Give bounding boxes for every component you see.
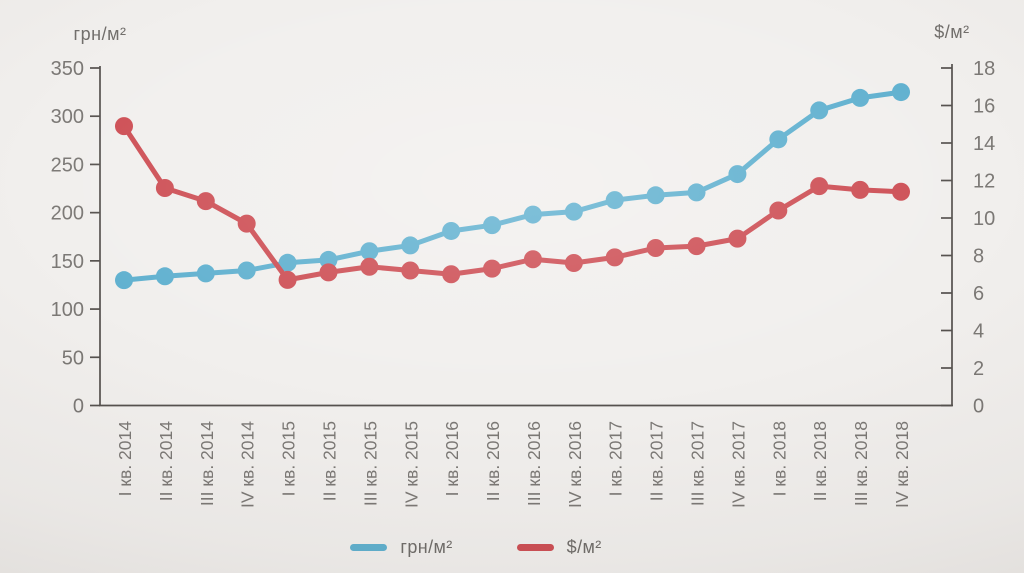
y-axis-right-tick-label: 18 (973, 58, 995, 80)
x-axis-label: IV кв. 2016 (565, 421, 585, 508)
x-axis-label: III кв. 2018 (851, 421, 871, 506)
data-point-0-13 (646, 186, 665, 205)
x-axis-label: I кв. 2016 (442, 421, 462, 496)
data-point-1-18 (851, 180, 870, 199)
x-axis-label: III кв. 2015 (360, 421, 380, 506)
data-point-0-17 (810, 101, 829, 120)
x-axis-label: I кв. 2014 (115, 421, 135, 497)
data-point-1-4 (278, 270, 297, 289)
y-axis-right-tick-label: 16 (973, 96, 995, 118)
legend-item-grn: грн/м² (350, 537, 452, 558)
data-point-1-12 (605, 248, 624, 267)
data-point-1-1 (155, 179, 174, 197)
data-point-1-7 (401, 261, 420, 280)
legend-label-usd: $/м² (566, 536, 602, 557)
data-point-0-5 (319, 250, 338, 269)
data-point-0-18 (851, 88, 870, 107)
data-point-0-16 (769, 130, 788, 149)
x-axis-label: III кв. 2017 (688, 421, 708, 506)
x-axis-label: III кв. 2016 (524, 421, 544, 506)
y-axis-left-tick-label: 300 (51, 106, 84, 128)
x-axis-label: II кв. 2015 (319, 421, 339, 501)
data-point-1-11 (564, 254, 583, 272)
x-axis-label: II кв. 2016 (483, 421, 503, 501)
y-axis-left-tick-label: 50 (62, 347, 84, 369)
data-point-1-10 (523, 250, 542, 269)
data-point-1-17 (810, 177, 829, 196)
legend-label-grn: грн/м² (400, 536, 453, 557)
x-axis-label: IV кв. 2017 (728, 421, 748, 508)
data-point-1-14 (687, 237, 706, 256)
x-axis-label: II кв. 2017 (647, 421, 667, 501)
y-axis-left-tick-label: 250 (51, 154, 84, 176)
series-line-1 (121, 123, 904, 283)
data-point-1-15 (728, 229, 747, 248)
legend-swatch-grn (350, 543, 388, 551)
data-point-1-13 (646, 239, 665, 257)
data-point-0-15 (728, 165, 747, 184)
data-point-1-19 (892, 182, 910, 201)
chart-canvas: 0 50 100 150 200 250 300 350 0 2 4 6 8 10 12 14 16 18 I кв… (51, 58, 996, 508)
data-point-1-8 (442, 265, 461, 284)
data-point-0-6 (360, 242, 379, 261)
data-point-0-4 (278, 253, 297, 272)
right-axis-title: $/м² (934, 22, 969, 42)
x-axis-label: I кв. 2015 (279, 421, 299, 496)
y-axis-right-tick-label: 2 (973, 358, 984, 380)
y-axis-right-tick-label: 4 (973, 321, 984, 343)
y-axis-right-tick-label: 10 (973, 208, 995, 230)
data-point-1-2 (196, 192, 215, 211)
y-axis-right-tick-label: 8 (973, 246, 984, 268)
left-axis-title: грн/м² (74, 24, 127, 44)
y-axis-left-tick-label: 200 (51, 203, 84, 225)
data-point-1-16 (769, 201, 788, 220)
data-point-0-8 (442, 221, 461, 240)
data-point-0-19 (892, 83, 910, 102)
x-axis-label: IV кв. 2018 (892, 421, 912, 508)
series-line-0 (121, 89, 904, 283)
x-axis-label: I кв. 2017 (606, 421, 626, 496)
y-axis-left-tick-label: 150 (51, 251, 84, 273)
legend-swatch-usd (516, 543, 554, 551)
data-point-1-3 (237, 214, 256, 233)
data-point-1-0 (115, 117, 133, 136)
data-point-0-12 (605, 191, 624, 210)
data-point-0-10 (523, 205, 542, 224)
x-axis-label: II кв. 2014 (156, 421, 176, 501)
data-point-1-6 (360, 257, 379, 276)
x-axis-label: III кв. 2014 (197, 421, 217, 506)
y-axis-left-tick-label: 0 (73, 396, 84, 418)
data-point-0-7 (401, 236, 420, 255)
y-axis-right-tick-label: 12 (973, 171, 995, 193)
data-point-1-9 (483, 259, 502, 278)
data-point-0-2 (196, 264, 215, 283)
x-axis-label: IV кв. 2014 (238, 421, 258, 508)
x-axis-label: IV кв. 2015 (401, 421, 421, 508)
y-axis-left-tick-label: 350 (51, 58, 84, 80)
x-axis-label: I кв. 2018 (769, 421, 789, 496)
data-point-0-1 (155, 267, 174, 286)
legend-item-usd: $/м² (516, 536, 602, 558)
data-point-0-14 (687, 183, 706, 202)
data-point-0-3 (237, 261, 256, 280)
y-axis-right-tick-label: 6 (973, 283, 984, 305)
y-axis-right-tick-label: 0 (973, 396, 984, 418)
y-axis-right-tick-label: 14 (973, 133, 995, 155)
data-point-0-0 (115, 271, 133, 290)
chart-legend: грн/м² $/м² (0, 534, 988, 560)
data-point-0-9 (483, 216, 502, 235)
y-axis-left-tick-label: 100 (51, 299, 84, 321)
data-point-1-5 (319, 263, 338, 282)
x-axis-label: II кв. 2018 (810, 421, 830, 501)
data-point-0-11 (564, 202, 583, 221)
